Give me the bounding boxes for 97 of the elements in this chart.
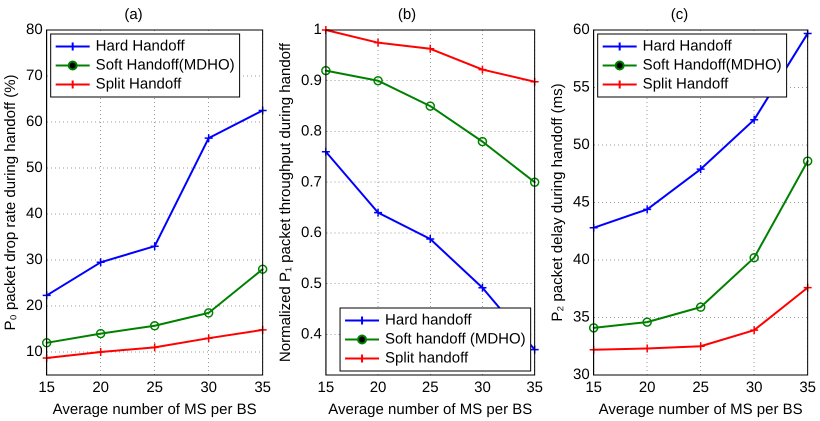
x-tick-label: 35 [526, 379, 543, 396]
point [749, 114, 759, 124]
point [696, 164, 706, 174]
point [150, 321, 160, 331]
point [321, 25, 331, 35]
point [426, 234, 436, 244]
point [802, 282, 812, 292]
point [150, 241, 160, 251]
y-tick-label: 35 [572, 308, 590, 326]
x-tick-label: 30 [200, 379, 218, 396]
point [373, 208, 383, 218]
x-tick-label: 35 [254, 379, 271, 396]
x-tick-label: 25 [146, 379, 164, 396]
point [204, 333, 214, 343]
point [96, 328, 106, 338]
chart-title: (c) [670, 6, 688, 24]
point [749, 325, 759, 335]
legend-label: Soft Handoff(MDHO) [642, 56, 782, 74]
x-axis-title: Average number of MS per BS [52, 401, 257, 418]
x-tick-label: 20 [92, 379, 110, 396]
legend-label: Hard handoff [385, 312, 472, 329]
y-tick-label: 50 [26, 159, 43, 176]
point [588, 223, 598, 233]
point [42, 290, 52, 300]
x-tick-label: 25 [692, 379, 710, 396]
y-axis-title: Normalized P₁ packet throughput during handoff [277, 42, 294, 362]
point [426, 44, 436, 54]
point [373, 38, 383, 48]
point [258, 325, 268, 335]
x-axis-title: Average number of MS per BS [598, 401, 803, 418]
legend-label: Soft handoff (MDHO) [385, 330, 526, 348]
y-tick-label: 0.6 [300, 224, 322, 242]
y-tick-label: 30 [26, 251, 43, 268]
y-tick-label: 0.4 [300, 326, 322, 343]
legend-label: Hard Handoff [642, 38, 732, 55]
y-tick-label: 10 [26, 343, 43, 360]
y-tick-label: 20 [26, 297, 43, 314]
point [321, 66, 331, 76]
y-tick-label: 1 [314, 21, 322, 38]
point [42, 338, 52, 348]
point [478, 64, 488, 74]
x-tick-label: 25 [422, 379, 439, 396]
point [530, 344, 540, 354]
point [696, 302, 706, 312]
point [802, 28, 812, 38]
y-tick-label: 55 [572, 78, 590, 96]
point [373, 76, 383, 86]
x-tick-label: 15 [585, 379, 602, 396]
point [530, 177, 540, 187]
y-tick-label: 40 [572, 251, 590, 268]
legend-label: Split Handoff [642, 76, 730, 93]
y-tick-label: 0.7 [300, 173, 322, 190]
y-tick-label: 45 [572, 194, 590, 211]
point [642, 204, 652, 214]
point [478, 282, 488, 292]
point [478, 136, 488, 146]
y-tick-label: 0.8 [300, 122, 322, 140]
x-tick-label: 20 [370, 379, 386, 396]
y-tick-label: 0.9 [300, 72, 322, 89]
point [642, 317, 652, 327]
point [749, 252, 759, 262]
y-axis-title: P₂ packet delay during handoff (ms) [549, 83, 566, 322]
legend-label: Split handoff [385, 350, 469, 367]
point [642, 344, 652, 354]
y-tick-label: 70 [26, 67, 43, 84]
x-tick-label: 15 [318, 379, 334, 396]
point [42, 353, 52, 363]
y-tick-label: 60 [572, 21, 590, 38]
point [321, 147, 331, 157]
point [96, 258, 106, 268]
point [204, 308, 214, 318]
point [96, 347, 106, 357]
x-tick-label: 15 [38, 379, 56, 396]
y-tick-label: 0.5 [300, 274, 322, 292]
point [530, 77, 540, 86]
point [258, 106, 268, 116]
point [258, 264, 268, 274]
x-tick-label: 30 [746, 379, 763, 396]
y-tick-label: 80 [26, 21, 43, 38]
y-tick-label: 40 [26, 205, 43, 222]
x-tick-label: 20 [638, 379, 656, 396]
x-tick-label: 35 [799, 379, 816, 396]
point [150, 342, 160, 352]
legend-label: Hard Handoff [96, 38, 186, 55]
x-tick-label: 30 [474, 379, 491, 396]
y-axis-title: P₀ packet drop rate during handoff (%) [2, 74, 20, 331]
point [588, 323, 598, 333]
x-axis-title: Average number of MS per BS [328, 401, 532, 418]
point [426, 101, 436, 111]
chart-title: (a) [124, 6, 143, 24]
y-tick-label: 60 [26, 113, 43, 130]
y-tick-label: 50 [572, 136, 590, 154]
chart-title: (b) [398, 6, 416, 24]
point [802, 156, 812, 166]
legend-label: Soft Handoff(MDHO) [96, 56, 235, 74]
legend-label: Split Handoff [96, 76, 182, 93]
point [204, 133, 214, 143]
